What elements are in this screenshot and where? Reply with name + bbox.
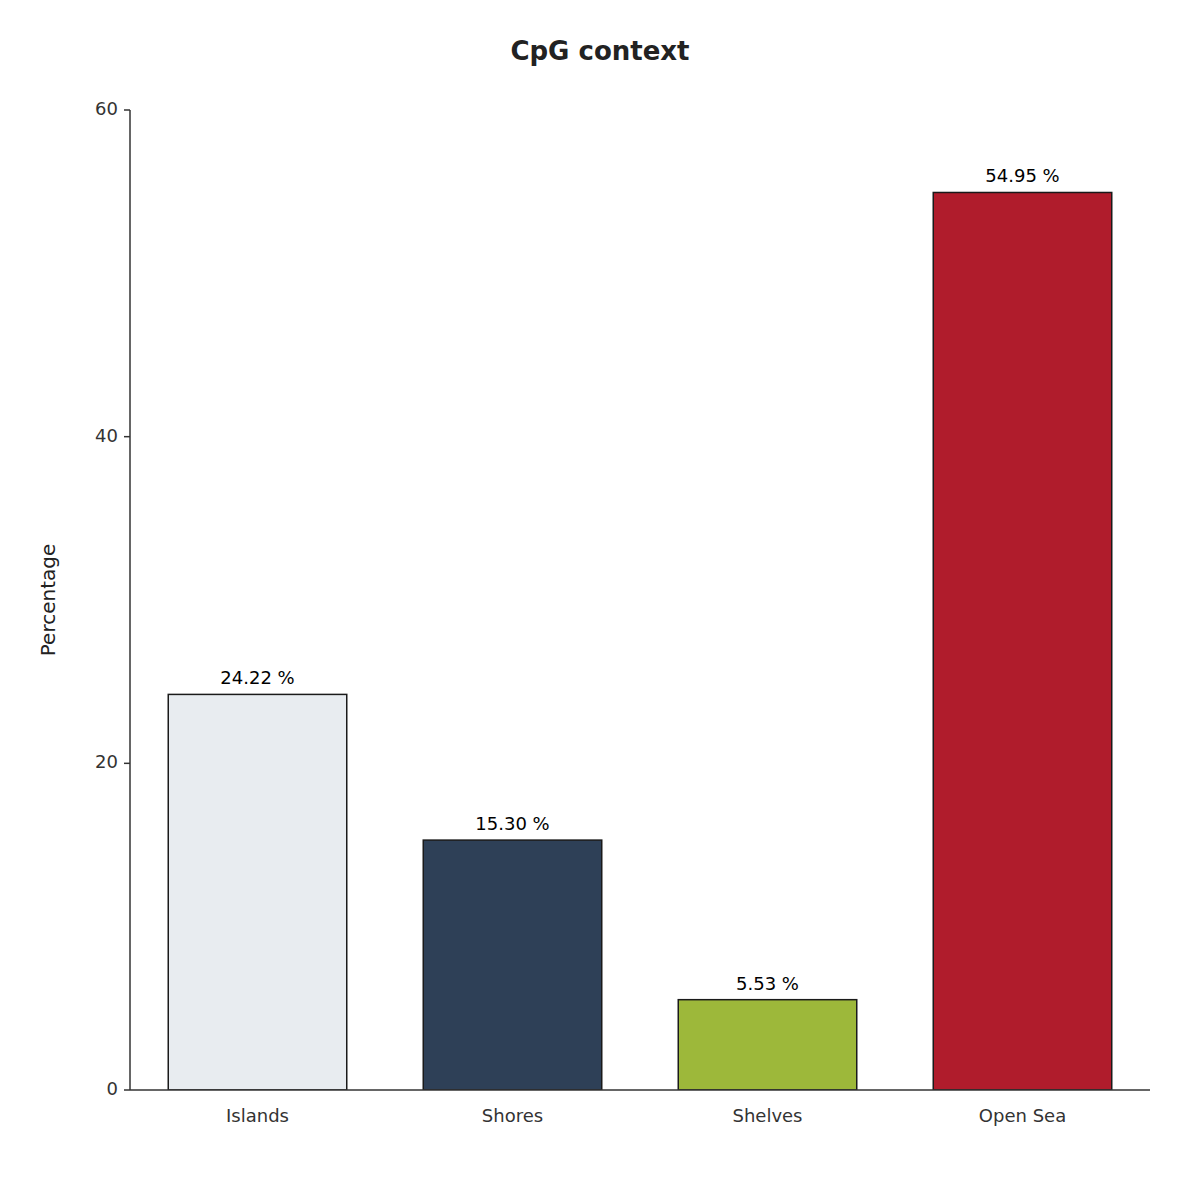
data-label: 5.53 %	[736, 973, 799, 994]
data-label: 54.95 %	[985, 165, 1059, 186]
background	[0, 0, 1200, 1200]
chart-title: CpG context	[510, 36, 689, 66]
axes: 0 20 40 60 Islands Shores Shelves Open Sea Perce…	[36, 98, 1150, 1126]
x-tick-label: Open Sea	[979, 1105, 1066, 1126]
y-axis-line	[129, 110, 131, 1090]
x-tick-label: Shores	[482, 1105, 543, 1126]
y-axis-label: Percentage	[36, 544, 60, 657]
y-tick	[124, 109, 130, 111]
y-tick	[124, 436, 130, 438]
x-tick-label: Islands	[226, 1105, 289, 1126]
x-axis-line	[130, 1089, 1150, 1091]
bar	[933, 192, 1112, 1090]
y-tick-label: 0	[107, 1078, 118, 1099]
data-label: 15.30 %	[475, 813, 549, 834]
bars	[168, 192, 1112, 1090]
y-tick-label: 60	[95, 98, 118, 119]
x-tick-label: Shelves	[732, 1105, 802, 1126]
chart-container: CpG context 24.22 % 15.30 % 5.53 % 54.95 % 0 2…	[0, 0, 1200, 1200]
bar	[168, 694, 347, 1090]
y-tick-label: 20	[95, 751, 118, 772]
data-label: 24.22 %	[220, 667, 294, 688]
y-tick	[124, 1089, 130, 1091]
bar	[423, 840, 602, 1090]
y-tick-label: 40	[95, 425, 118, 446]
bar	[678, 1000, 857, 1090]
chart-svg: CpG context 24.22 % 15.30 % 5.53 % 54.95 % 0 2…	[0, 0, 1200, 1200]
data-labels: 24.22 % 15.30 % 5.53 % 54.95 %	[220, 165, 1059, 993]
y-tick	[124, 763, 130, 765]
